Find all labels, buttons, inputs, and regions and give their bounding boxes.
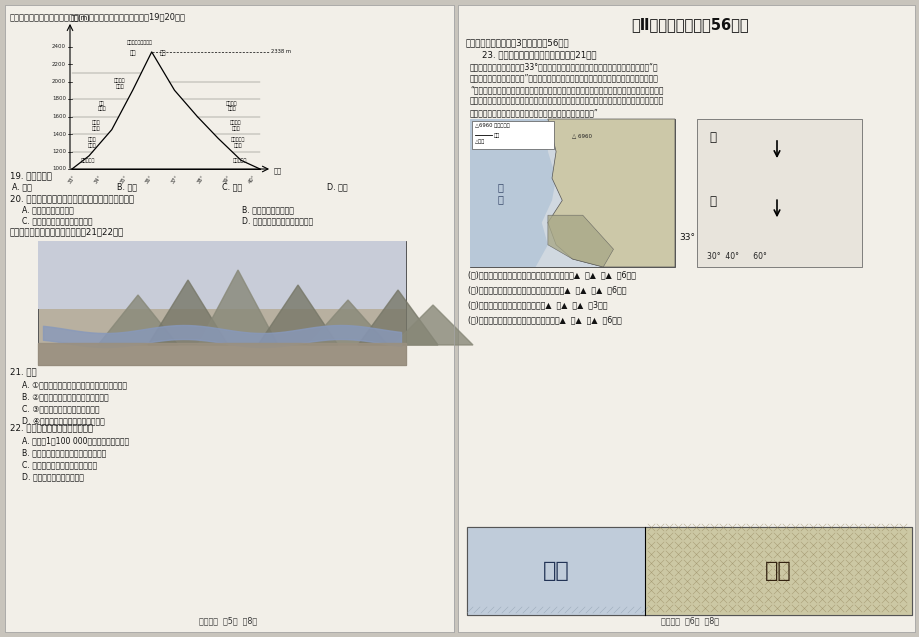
- Text: 左图大陆某经线的大气运动”，甲处即为左图所示区域。卡萨布兰卡谷是著名的葡萄酒产地。: 左图大陆某经线的大气运动”，甲处即为左图所示区域。卡萨布兰卡谷是著名的葡萄酒产地…: [470, 73, 658, 83]
- Polygon shape: [98, 295, 177, 345]
- Text: 二、综合题：本大题共3小题，共內56分。: 二、综合题：本大题共3小题，共內56分。: [466, 38, 569, 47]
- Text: 2200: 2200: [52, 62, 66, 66]
- Text: 山地灌丛林
灌丛带: 山地灌丛林 灌丛带: [231, 138, 245, 148]
- Text: 区的温度较低而温度较高。下午的时候，天气较为凉爽，海风穿越山谷一直到达南部的山脉。晚: 区的温度较低而温度较高。下午的时候，天气较为凉爽，海风穿越山谷一直到达南部的山脉…: [470, 96, 664, 106]
- Text: 34°: 34°: [93, 174, 103, 185]
- Text: 山地典型
草原带: 山地典型 草原带: [230, 120, 242, 131]
- Text: 高寒山顶品、草甸带: 高寒山顶品、草甸带: [127, 40, 153, 45]
- Text: 2338 m: 2338 m: [271, 50, 290, 54]
- FancyBboxPatch shape: [467, 527, 911, 615]
- Text: 河流: 河流: [494, 132, 500, 138]
- Text: 38°: 38°: [196, 174, 205, 185]
- Text: 30°  40°      60°: 30° 40° 60°: [706, 252, 766, 261]
- Polygon shape: [392, 305, 472, 345]
- Text: 第Ⅱ卷（综合题，入56分）: 第Ⅱ卷（综合题，入56分）: [630, 17, 748, 32]
- Polygon shape: [148, 280, 228, 345]
- Text: C. 河谷宽，流速慢，适宜修建水库: C. 河谷宽，流速慢，适宜修建水库: [22, 460, 97, 469]
- Text: B. 河流水位季节变化大，可能存在水患: B. 河流水位季节变化大，可能存在水患: [22, 448, 106, 457]
- Text: (３)分析图示河流汛期较长的原因。▲  、▲  、▲  （3分）: (３)分析图示河流汛期较长的原因。▲ 、▲ 、▲ （3分）: [468, 300, 607, 309]
- Text: 1600: 1600: [52, 114, 66, 119]
- Text: 23. 阅读图文资料，完成下列要求。（21分）: 23. 阅读图文资料，完成下列要求。（21分）: [482, 50, 596, 59]
- Polygon shape: [470, 119, 555, 267]
- Text: A. 阴坡气温低，蜡发少: A. 阴坡气温低，蜡发少: [22, 205, 74, 214]
- Polygon shape: [38, 343, 405, 365]
- Text: 36°: 36°: [144, 174, 154, 185]
- FancyBboxPatch shape: [38, 241, 405, 365]
- Text: 33°: 33°: [678, 233, 694, 242]
- Text: 甲: 甲: [709, 131, 715, 144]
- Text: D. 阳坡是夏季风迎风坡，降水多: D. 阳坡是夏季风迎风坡，降水多: [242, 216, 312, 225]
- Text: 22. 若该图为中国华北某流域，则: 22. 若该图为中国华北某流域，则: [10, 423, 93, 432]
- Text: 1200: 1200: [52, 149, 66, 154]
- Text: △6960 台明及海府: △6960 台明及海府: [474, 123, 509, 128]
- Text: 高度(m): 高度(m): [71, 14, 91, 20]
- Text: (４)绘图分析说明夏季午后吹海风的原因。▲  、▲  、▲  （6分）: (４)绘图分析说明夏季午后吹海风的原因。▲ 、▲ 、▲ （6分）: [468, 315, 621, 324]
- FancyBboxPatch shape: [697, 119, 861, 267]
- Text: 左图所示区域为某大陆纬度33°附近，沿海有一支世界性的自南向北的洋流，右图示意“洚: 左图所示区域为某大陆纬度33°附近，沿海有一支世界性的自南向北的洋流，右图示意“…: [470, 62, 658, 71]
- FancyBboxPatch shape: [458, 5, 914, 632]
- Text: 21. 图中: 21. 图中: [10, 367, 37, 376]
- Text: 温性针
叶林带: 温性针 叶林带: [87, 138, 96, 148]
- Text: 寒温带针
叶林带: 寒温带针 叶林带: [226, 101, 237, 111]
- Text: “独特的气候条件造就了卡萨布兰卡谷的个性。夏季清晨的时候，来自海洋的雾气较浓，使得产: “独特的气候条件造就了卡萨布兰卡谷的个性。夏季清晨的时候，来自海洋的雾气较浓，使…: [470, 85, 663, 94]
- Text: D. 港口数量多，航运价值高: D. 港口数量多，航运价值高: [22, 472, 84, 481]
- Text: 高二地理  第5页  兲8页: 高二地理 第5页 兲8页: [199, 616, 256, 625]
- Text: 37°: 37°: [170, 174, 179, 185]
- FancyBboxPatch shape: [5, 5, 453, 632]
- Polygon shape: [357, 290, 437, 345]
- Polygon shape: [308, 300, 388, 345]
- Text: B. 阴山: B. 阴山: [117, 182, 137, 191]
- Text: 典型草原带: 典型草原带: [233, 158, 247, 162]
- FancyBboxPatch shape: [471, 121, 553, 149]
- Text: 下图为中国某山脉（东段部分）植被垂直带谱示意图。读图回咉19～20题。: 下图为中国某山脉（东段部分）植被垂直带谱示意图。读图回咉19～20题。: [10, 12, 186, 21]
- Text: 乙: 乙: [709, 195, 715, 208]
- Text: (１)指出甲、乙气压带或风带的名称及盛行风向。▲  、▲  、▲  （6分）: (１)指出甲、乙气压带或风带的名称及盛行风向。▲ 、▲ 、▲ （6分）: [468, 270, 635, 279]
- Text: D. ④处地形平坦，农业生产条件优越: D. ④处地形平坦，农业生产条件优越: [22, 416, 105, 425]
- FancyBboxPatch shape: [470, 119, 675, 267]
- Text: 40°: 40°: [247, 174, 256, 185]
- Text: 下图为某地地貌素描图。请图回咉21～22题。: 下图为某地地貌素描图。请图回咉21～22题。: [10, 227, 124, 236]
- Text: B. ②处为河流凸岐，流水侵蚀作用明显: B. ②处为河流凸岐，流水侵蚀作用明显: [22, 392, 108, 401]
- Text: 35°: 35°: [119, 174, 129, 185]
- FancyBboxPatch shape: [467, 527, 644, 615]
- Text: 海洋: 海洋: [542, 561, 569, 581]
- Polygon shape: [548, 215, 613, 267]
- FancyBboxPatch shape: [644, 527, 911, 615]
- Text: C. ③处为山脊，不易发生地质灰害: C. ③处为山脊，不易发生地质灰害: [22, 404, 99, 413]
- Text: 阴坡: 阴坡: [130, 50, 136, 56]
- Text: 阳坡: 阳坡: [160, 50, 166, 56]
- Text: 1800: 1800: [52, 96, 66, 101]
- Text: 高二地理  第6页  兲8页: 高二地理 第6页 兲8页: [660, 616, 719, 625]
- Text: A. 地物扩1：100 000比例描绘，特征清晰: A. 地物扩1：100 000比例描绘，特征清晰: [22, 436, 129, 445]
- Text: A. ①处地势较高，不受洪水威胁，利于聚落形成: A. ①处地势较高，不受洪水威胁，利于聚落形成: [22, 380, 127, 389]
- Text: (２)根据右图判断该半球的季节并说明理由。▲  、▲  、▲  （6分）: (２)根据右图判断该半球的季节并说明理由。▲ 、▲ 、▲ （6分）: [468, 285, 626, 294]
- Polygon shape: [257, 285, 337, 345]
- Text: 1000: 1000: [52, 166, 66, 171]
- Polygon shape: [548, 119, 675, 267]
- Text: 湖岗岳
叶林带: 湖岗岳 叶林带: [92, 120, 100, 131]
- Text: 1400: 1400: [52, 131, 66, 136]
- Text: B. 阳坡气温高，水分多: B. 阳坡气温高，水分多: [242, 205, 293, 214]
- Text: △山脉: △山脉: [474, 139, 484, 144]
- Text: 20. 图中山脉东段阴坡和阳坡植被差异的主要原因是: 20. 图中山脉东段阴坡和阳坡植被差异的主要原因是: [10, 194, 134, 203]
- Text: 典型草原带: 典型草原带: [81, 158, 95, 162]
- Text: △ 6960: △ 6960: [572, 132, 592, 138]
- Text: 2400: 2400: [52, 44, 66, 49]
- Text: 2000: 2000: [52, 79, 66, 84]
- Text: 海
洋: 海 洋: [496, 182, 503, 204]
- Text: C. 阴坡是冬季风背风坡，降水少: C. 阴坡是冬季风背风坡，降水少: [22, 216, 93, 225]
- Text: 33°: 33°: [68, 174, 77, 184]
- Text: 陆地: 陆地: [764, 561, 790, 581]
- Text: D. 南岭: D. 南岭: [326, 182, 347, 191]
- Polygon shape: [198, 270, 278, 345]
- Text: 19. 图中山脉是: 19. 图中山脉是: [10, 171, 51, 180]
- Text: C. 秦岭: C. 秦岭: [221, 182, 242, 191]
- Text: 纬度: 纬度: [274, 167, 282, 174]
- Text: 上的时候，风向逆转，但风力并不强烈，不会使得产区变寒。”: 上的时候，风向逆转，但风力并不强烈，不会使得产区变寒。”: [470, 108, 598, 117]
- Text: 温带针叶
叶林带: 温带针叶 叶林带: [114, 78, 126, 89]
- Text: 39°: 39°: [221, 174, 231, 185]
- Text: 湖叶
叶林带: 湖叶 叶林带: [97, 101, 107, 111]
- Text: A. 天山: A. 天山: [12, 182, 32, 191]
- FancyBboxPatch shape: [38, 241, 405, 309]
